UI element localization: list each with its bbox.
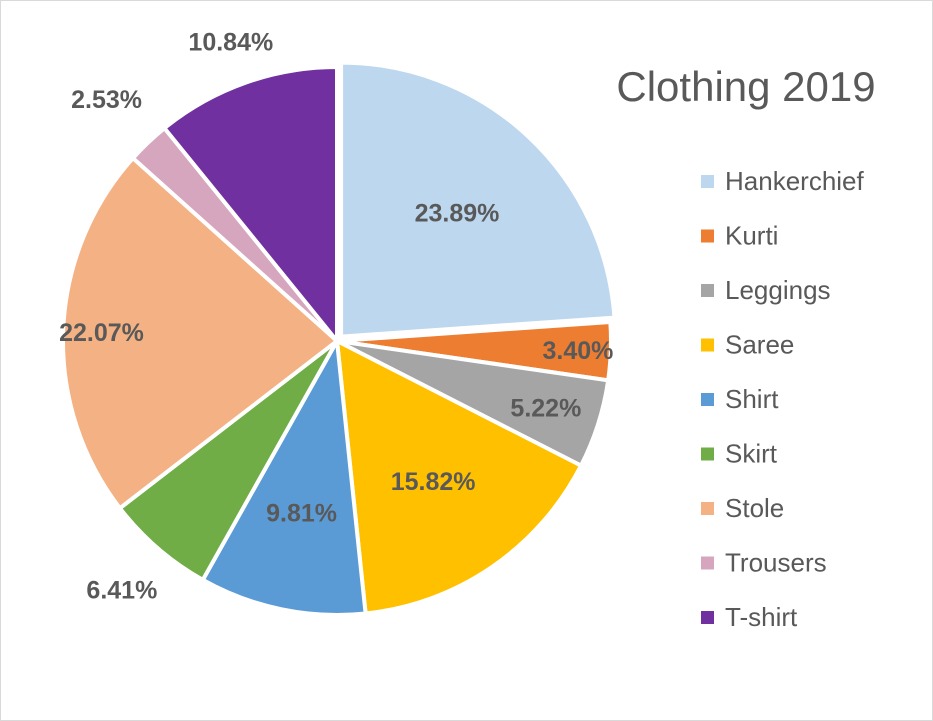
legend-swatch-hankerchief bbox=[701, 175, 714, 188]
legend-label-stole: Stole bbox=[725, 493, 784, 523]
pie-slice-skirt bbox=[117, 339, 339, 583]
data-labels: 23.89% 3.40% 5.22% 15.82% 9.81% 6.41% 22.07% 2.… bbox=[59, 28, 613, 604]
legend-label-skirt: Skirt bbox=[725, 439, 778, 469]
data-label-t-shirt: 10.84% bbox=[188, 28, 273, 56]
pie-slice-t-shirt bbox=[161, 64, 339, 347]
pie-slice-shirt bbox=[200, 334, 368, 617]
data-label-stole: 22.07% bbox=[59, 319, 144, 347]
data-label-trousers: 2.53% bbox=[71, 86, 142, 114]
legend-label-saree: Saree bbox=[725, 330, 794, 360]
legend-swatch-t-shirt bbox=[701, 611, 714, 624]
chart-title: Clothing 2019 bbox=[616, 63, 875, 110]
data-label-shirt: 9.81% bbox=[266, 500, 337, 528]
legend-label-trousers: Trousers bbox=[725, 548, 827, 578]
legend-label-shirt: Shirt bbox=[725, 384, 779, 414]
legend-swatch-kurti bbox=[701, 229, 714, 243]
legend-label-hankerchief: Hankerchief bbox=[725, 166, 865, 196]
legend-label-kurti: Kurti bbox=[725, 221, 778, 251]
pie-slice-saree bbox=[334, 337, 584, 616]
data-label-saree: 15.82% bbox=[391, 468, 476, 496]
legend-swatch-skirt bbox=[701, 447, 714, 461]
legend: Hankerchief Kurti Leggings Saree Shirt Skirt S… bbox=[701, 166, 865, 632]
pie-slice-stole bbox=[61, 155, 341, 511]
pie-slice-hankerchief bbox=[339, 60, 617, 339]
legend-swatch-stole bbox=[701, 502, 714, 515]
legend-label-leggings: Leggings bbox=[725, 275, 831, 305]
legend-swatch-leggings bbox=[701, 284, 714, 297]
legend-swatch-trousers bbox=[701, 556, 714, 570]
pie-slices bbox=[61, 60, 617, 617]
legend-label-t-shirt: T-shirt bbox=[725, 602, 798, 632]
legend-swatch-shirt bbox=[701, 393, 714, 406]
legend-swatch-saree bbox=[701, 338, 714, 352]
data-label-kurti: 3.40% bbox=[543, 337, 614, 365]
data-label-skirt: 6.41% bbox=[86, 577, 157, 605]
data-label-leggings: 5.22% bbox=[510, 394, 581, 422]
data-label-hankerchief: 23.89% bbox=[415, 199, 500, 227]
